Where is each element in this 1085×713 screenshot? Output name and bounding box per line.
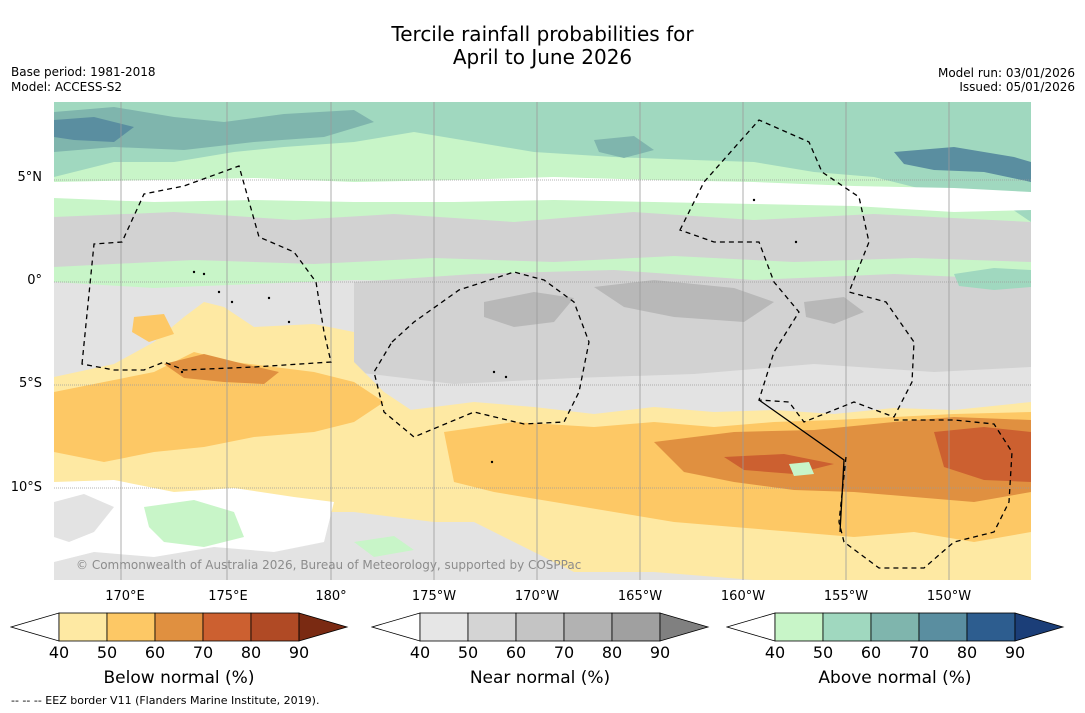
colorbar-extend-high: [298, 612, 349, 642]
cb1-tick: 50: [457, 643, 479, 662]
lat-label-5s: 5°S: [18, 376, 42, 391]
near-normal-patch-southwest: [54, 494, 114, 542]
colorbar-extend-high: [1014, 612, 1065, 642]
no-signal-band-north: [54, 177, 1031, 212]
lon-label-165w: 165°W: [617, 589, 663, 604]
colorbar-segment: [774, 612, 824, 642]
gridlines: [54, 179, 1031, 489]
model-name: Model: ACCESS-S2: [11, 80, 123, 94]
cb2-tick: 70: [908, 643, 930, 662]
colorbar-segment: [202, 612, 252, 642]
above-normal-patch-equator-east: [954, 268, 1031, 290]
colorbar-segment: [106, 612, 156, 642]
above-normal-blue-patch-west: [54, 117, 134, 142]
colorbar-title-near: Near normal (%): [469, 668, 611, 688]
lon-label-150w: 150°W: [926, 589, 972, 604]
lon-label-175e: 175°E: [208, 589, 248, 604]
cb1-tick: 70: [553, 643, 575, 662]
cb0-tick: 80: [240, 643, 262, 662]
near-normal-mid-patch-1: [54, 212, 1031, 267]
near-normal-dark-patch-3: [804, 297, 864, 324]
colorbar-segment: [250, 612, 300, 642]
chart-title-line2: April to June 2026: [452, 45, 633, 69]
near-normal-dark-patch-1: [484, 292, 574, 327]
above-normal-patch-southwest: [144, 500, 244, 547]
copyright-credit: © Commonwealth of Australia 2026, Bureau…: [76, 558, 582, 572]
cb1-tick: 40: [409, 643, 431, 662]
cb1-tick: 80: [601, 643, 623, 662]
cb0-tick: 90: [288, 643, 310, 662]
near-normal-dark-patch-2: [594, 280, 774, 322]
cb1-tick: 60: [505, 643, 527, 662]
colorbar-segment: [966, 612, 1016, 642]
colorbar-segment: [611, 612, 661, 642]
colorbar-extend-low: [726, 612, 776, 642]
cb0-tick: 50: [96, 643, 118, 662]
probability-map: [54, 102, 1031, 580]
colorbar-segment: [515, 612, 565, 642]
cb2-tick: 90: [1004, 643, 1026, 662]
lat-label-10s: 10°S: [10, 480, 42, 495]
colorbar-segment: [467, 612, 517, 642]
colorbar-segment: [154, 612, 204, 642]
lon-label-160w: 160°W: [720, 589, 766, 604]
colorbar-segment: [58, 612, 108, 642]
lon-label-180: 180°: [315, 589, 347, 604]
eez-border-solid-segment: [758, 399, 845, 533]
lon-label-170w: 170°W: [514, 589, 560, 604]
colorbar-segment: [870, 612, 920, 642]
cb2-tick: 40: [764, 643, 786, 662]
above-normal-patch-east: [789, 462, 814, 476]
cb0-tick: 70: [192, 643, 214, 662]
colorbar-above-normal: [726, 612, 1065, 642]
colorbar-title-above: Above normal (%): [818, 668, 972, 688]
cb0-tick: 40: [48, 643, 70, 662]
below-normal-mid-west-patch: [132, 314, 174, 342]
colorbar-segment: [822, 612, 872, 642]
chart-title-line1: Tercile rainfall probabilities for: [391, 22, 694, 46]
above-normal-teal-patch-west: [54, 107, 374, 152]
below-normal-mid-west: [54, 352, 384, 462]
above-normal-patch-south: [354, 536, 414, 557]
lat-label-5n: 5°N: [17, 170, 43, 185]
cb2-tick: 80: [956, 643, 978, 662]
above-normal-teal-patch-mid: [594, 136, 654, 158]
lon-label-170e: 170°E: [105, 589, 145, 604]
colorbar-extend-low: [371, 612, 421, 642]
eez-borders: [81, 119, 1013, 569]
colorbar-near-normal: [371, 612, 710, 642]
colorbar-extend-low: [10, 612, 60, 642]
cb2-tick: 50: [812, 643, 834, 662]
eez-border-cook-south: [838, 419, 1013, 569]
island-markers: [180, 198, 798, 464]
below-normal-darker-east-2: [934, 427, 1031, 482]
issued-date: Issued: 05/01/2026: [959, 80, 1075, 94]
colorbar-below-normal: [10, 612, 349, 642]
above-normal-blue-patch-east: [894, 147, 1031, 182]
meridians: [120, 102, 950, 580]
eez-border-kiribati-gilbert: [81, 165, 332, 371]
lon-label-155w: 155°W: [823, 589, 869, 604]
colorbar-segment: [563, 612, 613, 642]
lon-label-175w: 175°W: [411, 589, 457, 604]
colorbar-title-below: Below normal (%): [103, 668, 255, 688]
eez-border-line-islands: [679, 119, 915, 423]
colorbar-segment: [419, 612, 469, 642]
cb0-tick: 60: [144, 643, 166, 662]
colorbar-segment: [918, 612, 968, 642]
model-run: Model run: 03/01/2026: [937, 66, 1075, 80]
cb1-tick: 90: [649, 643, 671, 662]
cb2-tick: 60: [860, 643, 882, 662]
colorbar-extend-high: [659, 612, 710, 642]
lat-label-0: 0°: [27, 273, 42, 288]
eez-footnote: -- -- -- EEZ border V11 (Flanders Marine…: [11, 694, 320, 707]
base-period: Base period: 1981-2018: [11, 65, 156, 79]
